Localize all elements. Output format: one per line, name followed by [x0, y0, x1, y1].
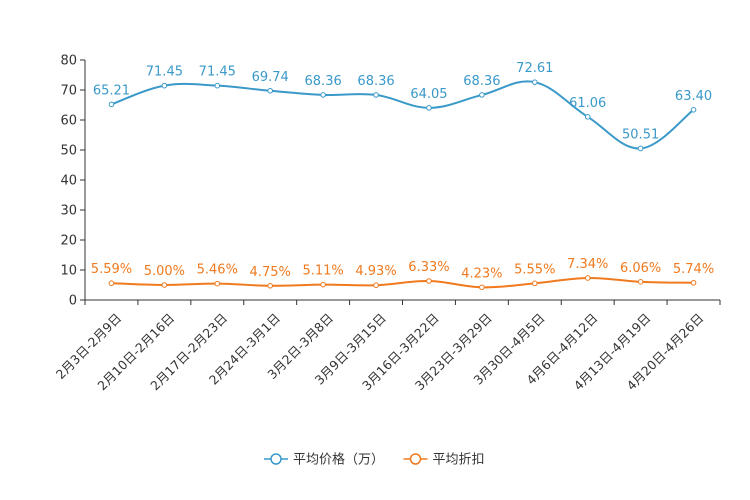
y-tick-label: 70 [60, 84, 77, 99]
data-label: 5.55% [514, 262, 555, 277]
data-point [214, 82, 221, 89]
data-point [637, 279, 644, 285]
data-label: 5.74% [673, 262, 714, 277]
data-point [214, 280, 221, 287]
data-label: 7.34% [567, 257, 608, 272]
data-point [320, 92, 326, 98]
data-label: 71.45 [199, 65, 236, 80]
data-point [584, 275, 591, 281]
data-label: 64.05 [410, 87, 447, 102]
data-label: 71.45 [146, 65, 183, 80]
data-label: 6.06% [620, 261, 661, 276]
data-label: 4.23% [461, 266, 502, 281]
data-label: 5.46% [197, 263, 238, 278]
data-label: 5.11% [302, 264, 343, 279]
data-point [531, 79, 538, 85]
x-axis: 2月3日-2月9日2月10日-2月16日2月17日-2月23日2月24日-3月1… [53, 299, 721, 393]
y-tick-label: 40 [60, 174, 77, 189]
data-point [108, 280, 115, 287]
legend-label: 平均折扣 [433, 453, 485, 468]
y-tick-label: 60 [60, 114, 77, 129]
data-point [267, 282, 274, 289]
data-point [637, 145, 644, 152]
legend: 平均价格（万） 平均折扣 [264, 452, 485, 468]
data-label: 68.36 [463, 74, 500, 89]
y-tick-label: 0 [69, 294, 77, 309]
data-point [373, 92, 379, 98]
data-label: 6.33% [408, 260, 449, 275]
data-label: 65.21 [93, 83, 130, 98]
data-point [161, 82, 168, 89]
data-point [531, 280, 538, 287]
data-label: 69.74 [252, 70, 289, 85]
data-point [267, 87, 274, 94]
y-tick-label: 30 [60, 204, 77, 219]
data-label: 63.40 [675, 89, 712, 104]
data-point [690, 107, 697, 113]
series-line-1 [111, 80, 695, 150]
series-layer [108, 79, 697, 291]
data-point [479, 92, 485, 98]
data-label: 61.06 [569, 96, 606, 111]
data-point [373, 282, 379, 289]
data-label: 4.75% [250, 265, 291, 280]
legend-label: 平均价格（万） [293, 452, 384, 468]
data-label: 5.59% [91, 262, 132, 277]
series-line-2 [111, 276, 694, 289]
data-point [690, 279, 697, 286]
data-point [320, 281, 326, 288]
data-label: 68.36 [357, 74, 394, 89]
legend-item-1[interactable]: 平均价格（万） [264, 452, 384, 468]
data-point [161, 282, 168, 288]
data-label: 72.61 [516, 61, 553, 76]
data-point [426, 278, 432, 284]
data-point [108, 101, 115, 108]
y-tick-label: 50 [60, 144, 77, 159]
data-label: 68.36 [305, 74, 342, 89]
data-labels: 65.21 71.45 71.45 69.74 68.36 68.36 64.05 68.36… [91, 61, 714, 281]
y-axis: 0 10 20 30 40 50 60 70 80 [60, 54, 86, 309]
y-tick-label: 10 [60, 264, 77, 279]
y-tick-label: 80 [60, 54, 77, 69]
data-point [479, 284, 485, 291]
data-point [426, 105, 432, 111]
legend-item-2[interactable]: 平均折扣 [403, 453, 485, 468]
data-label: 4.93% [355, 264, 396, 279]
data-point [584, 114, 591, 120]
legend-marker-icon [270, 453, 282, 465]
y-tick-label: 20 [60, 234, 77, 249]
legend-marker-icon [409, 453, 422, 465]
data-label: 50.51 [622, 127, 659, 142]
data-label: 5.00% [144, 264, 185, 279]
